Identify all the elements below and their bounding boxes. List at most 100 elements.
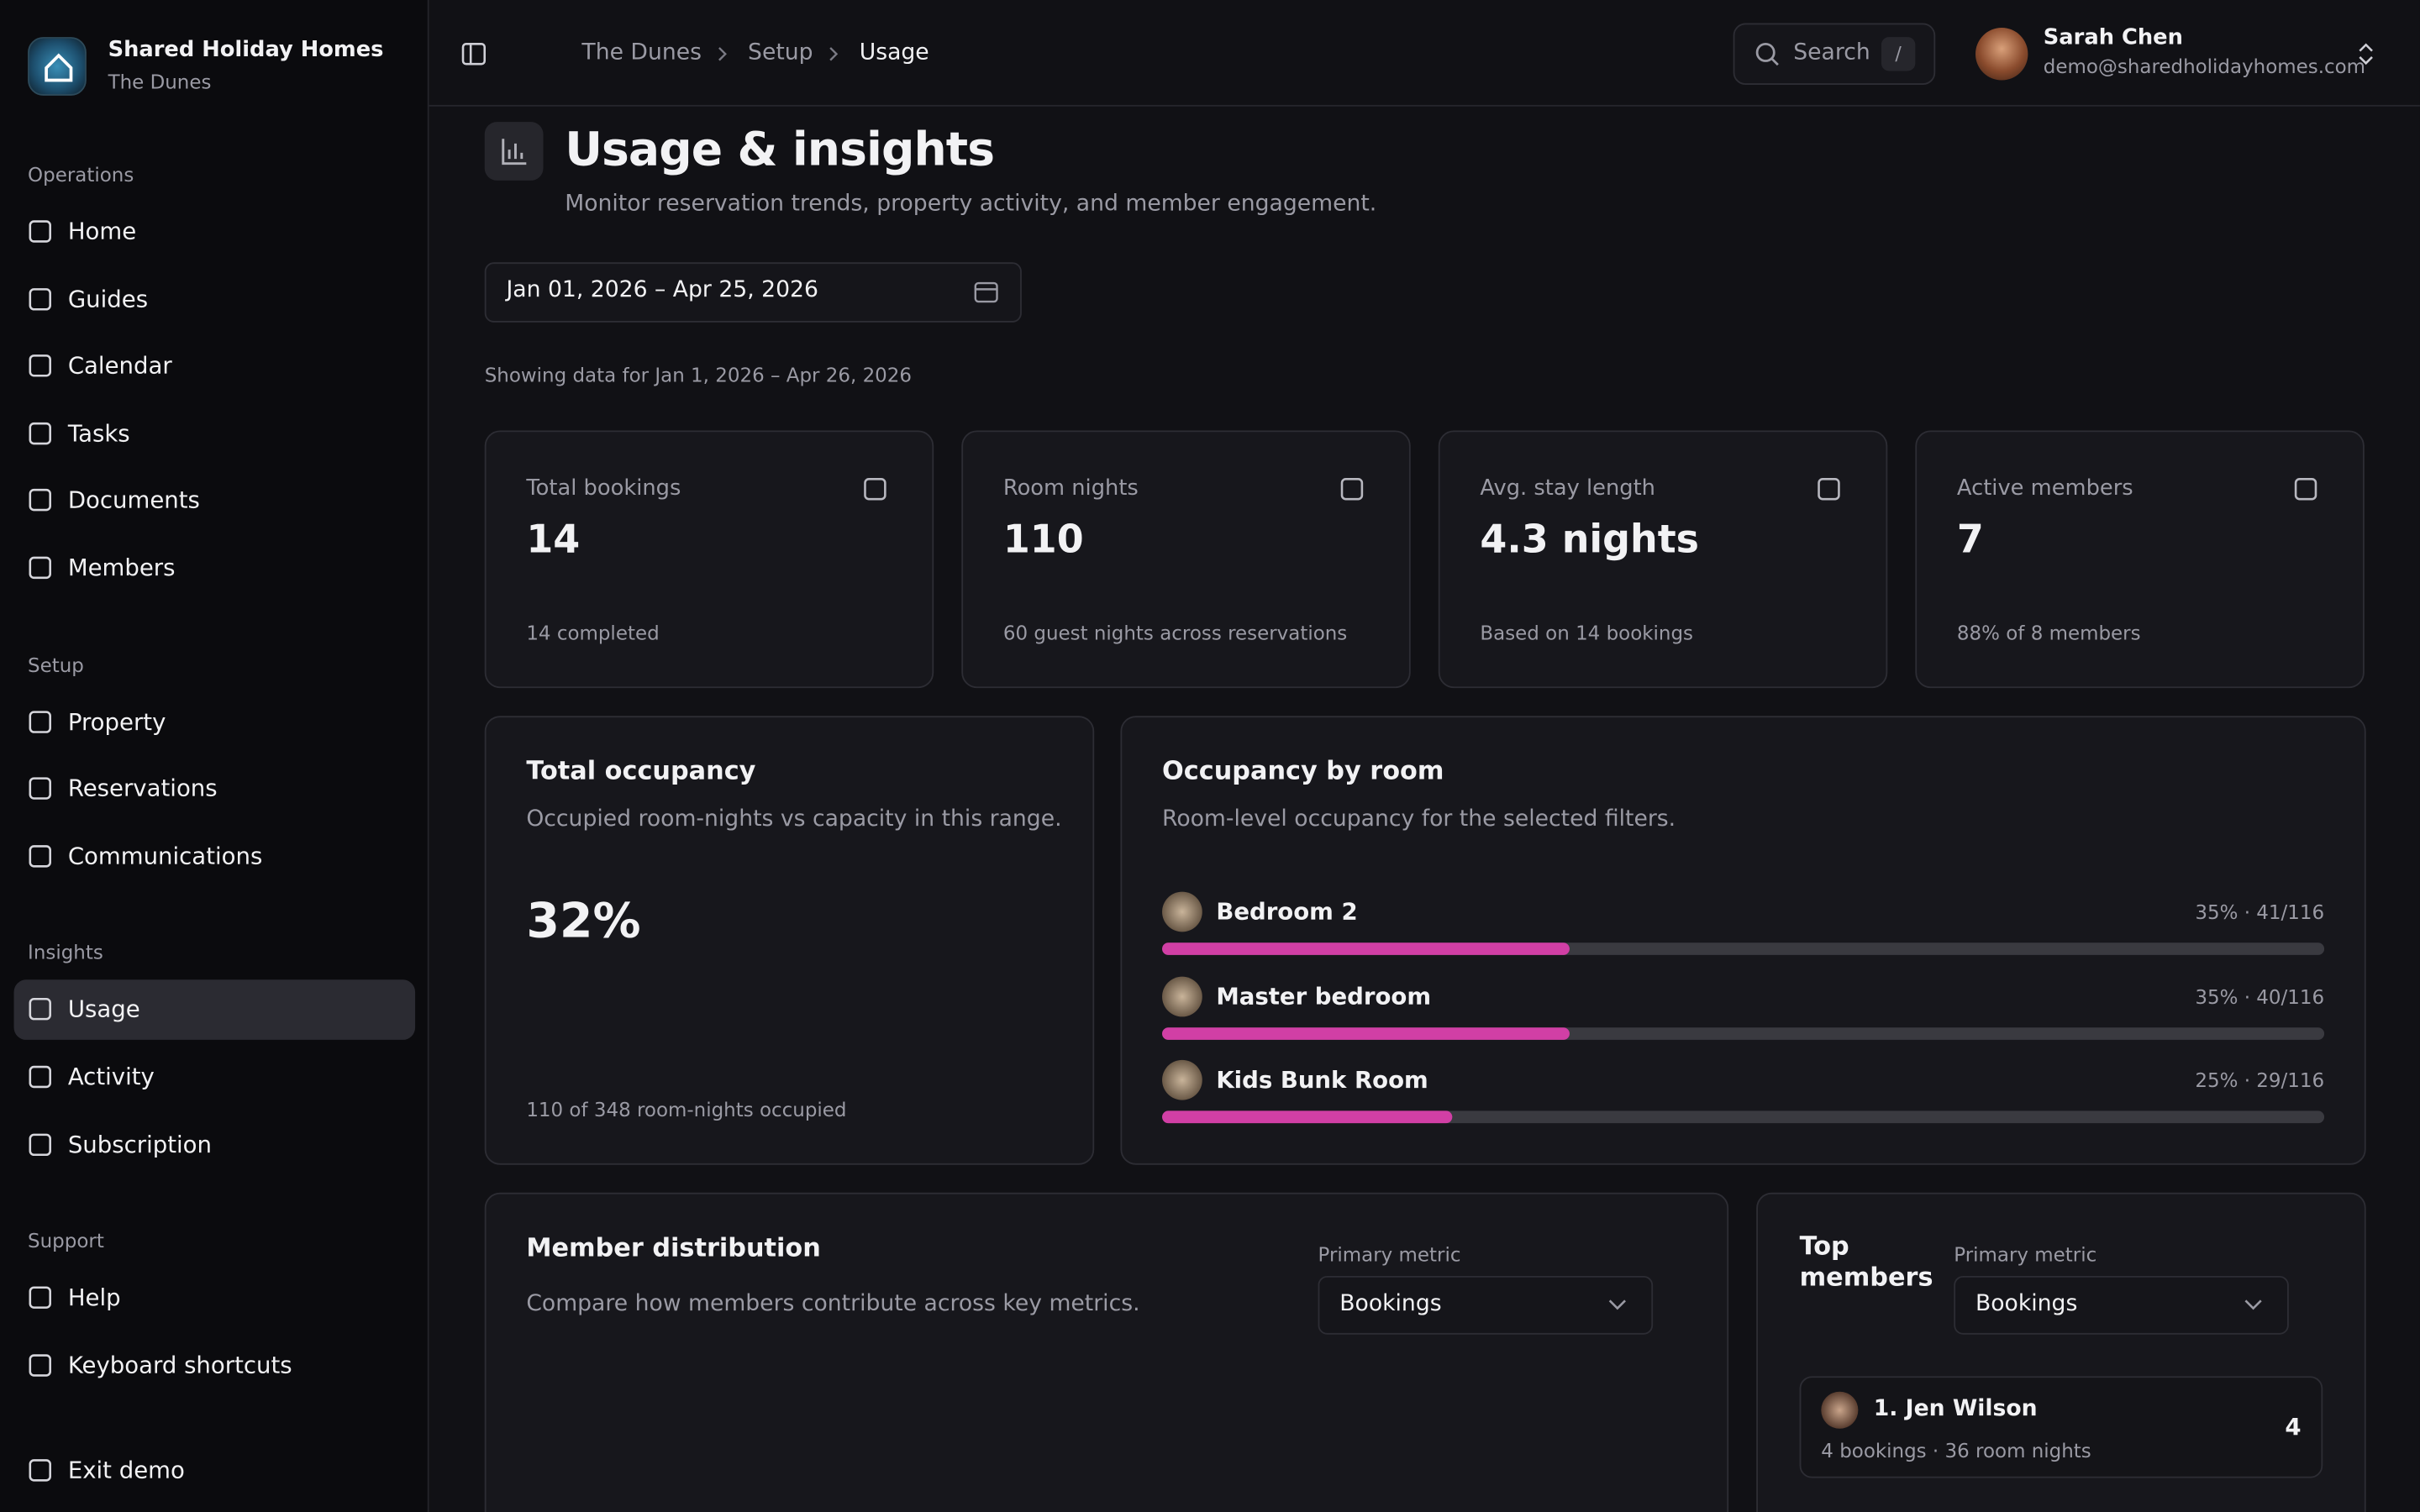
member-row[interactable] <box>1799 1376 2323 1478</box>
stat-label: Avg. stay length <box>1480 475 1655 501</box>
nav-icon <box>29 1353 51 1377</box>
room-name: Bedroom 2 <box>1216 897 1358 927</box>
user-menu-chevron[interactable] <box>2355 42 2377 66</box>
distribution-card <box>484 1192 1729 1512</box>
select-chevron <box>2244 1299 2262 1310</box>
select-value[interactable]: Bookings <box>1339 1291 1442 1317</box>
room-avatar <box>1162 975 1202 1016</box>
nav-active-bg <box>13 979 416 1040</box>
stat-value: 7 <box>1956 517 1984 562</box>
member-avatar <box>1821 1391 1859 1429</box>
shortcut-key <box>1881 37 1916 71</box>
search-icon <box>1755 42 1779 66</box>
room-avatar <box>1162 891 1202 932</box>
nav-item[interactable]: Calendar <box>67 352 172 381</box>
nav-icon <box>29 220 51 243</box>
nav-icon <box>29 489 51 512</box>
breadcrumb[interactable]: The Dunes <box>581 40 702 66</box>
stat-value: 4.3 nights <box>1480 517 1700 562</box>
card-subtitle: Occupied room-nights vs capacity in this… <box>526 807 1062 832</box>
nav-item[interactable]: Usage <box>67 995 140 1024</box>
card-title: Top members <box>1799 1231 1933 1292</box>
nav-item[interactable]: Members <box>67 554 176 582</box>
stat-card <box>484 430 934 689</box>
stat-icon <box>1340 478 1364 501</box>
nav-item[interactable]: Property <box>67 707 166 736</box>
calendar-icon <box>974 281 998 303</box>
breadcrumb[interactable]: Setup <box>748 40 813 66</box>
room-bar <box>1162 942 1570 955</box>
rooms-card <box>1120 716 2366 1165</box>
stat-label: Total bookings <box>526 475 681 501</box>
nav-item[interactable]: Tasks <box>67 419 130 448</box>
stat-value: 14 <box>526 517 581 562</box>
metric-select[interactable] <box>1318 1275 1654 1335</box>
nav-icon <box>29 556 51 580</box>
page-subtitle: Monitor reservation trends, property act… <box>565 192 1377 217</box>
nav-icon <box>29 1132 51 1156</box>
room-avatar <box>1162 1059 1202 1100</box>
exit-icon <box>29 1459 51 1482</box>
nav-section-title: Support <box>28 1229 104 1252</box>
nav-icon <box>29 1286 51 1310</box>
date-range-picker[interactable] <box>484 262 1022 323</box>
stat-card <box>1438 430 1888 689</box>
nav-item[interactable]: Home <box>67 217 137 246</box>
room-value-label: 35% · 41/116 <box>2195 900 2325 924</box>
card-title: Member distribution <box>526 1232 821 1263</box>
nav-icon <box>29 422 51 444</box>
logo-icon <box>45 53 73 82</box>
page-title: Usage & insights <box>565 123 995 178</box>
nav-item[interactable]: Activity <box>67 1063 155 1091</box>
showing-range: Showing data for Jan 1, 2026 – Apr 26, 2… <box>484 363 913 387</box>
breadcrumb-separator <box>829 47 838 61</box>
nav-item[interactable]: Subscription <box>67 1130 213 1158</box>
occupancy-value: 32% <box>526 894 641 950</box>
metric-select[interactable] <box>1954 1275 2289 1335</box>
stat-label: Room nights <box>1002 475 1139 501</box>
room-bar <box>1162 1110 1453 1124</box>
sidebar-toggle[interactable] <box>461 42 487 66</box>
member-count: 4 <box>2285 1413 2302 1441</box>
member-detail: 4 bookings · 36 room nights <box>1821 1438 2091 1462</box>
room-bar <box>1162 1026 1570 1040</box>
breadcrumb[interactable]: Usage <box>859 40 929 66</box>
user-name: Sarah Chen <box>2043 25 2183 50</box>
stat-note: 88% of 8 members <box>1956 621 2141 644</box>
nav-section-title: Insights <box>28 941 103 964</box>
select-value[interactable]: Bookings <box>1975 1291 2078 1317</box>
stat-value: 110 <box>1002 517 1084 562</box>
org-name: Shared Holiday Homes <box>108 38 384 63</box>
stat-label: Active members <box>1956 475 2133 501</box>
stat-note: 60 guest nights across reservations <box>1002 621 1348 644</box>
nav-item[interactable]: Guides <box>67 285 149 313</box>
card-title: Occupancy by room <box>1162 756 1444 786</box>
search-placeholder: Search <box>1793 40 1870 66</box>
room-name: Master bedroom <box>1216 982 1432 1011</box>
nav-section-title: Operations <box>28 162 134 186</box>
date-range[interactable]: Jan 01, 2026 – Apr 25, 2026 <box>506 278 818 303</box>
stat-note: 14 completed <box>526 621 660 644</box>
nav-item[interactable]: Reservations <box>67 774 218 803</box>
nav-section-title: Setup <box>28 653 84 676</box>
select-label: Primary metric <box>1954 1242 2097 1267</box>
nav-item[interactable]: Documents <box>67 486 200 515</box>
nav-item[interactable]: Communications <box>67 842 263 870</box>
stat-icon <box>1818 478 1840 501</box>
nav-item[interactable]: Help <box>67 1284 121 1312</box>
sidebar <box>0 0 429 1512</box>
nav-icon <box>29 354 51 377</box>
card-subtitle: Compare how members contribute across ke… <box>526 1291 1140 1317</box>
page-icon <box>484 122 544 181</box>
stat-note: Based on 14 bookings <box>1480 621 1694 644</box>
room-bar-track <box>1162 1110 2325 1124</box>
occupancy-note: 110 of 348 room-nights occupied <box>526 1097 847 1121</box>
nav-item[interactable]: Keyboard shortcuts <box>67 1351 292 1379</box>
user-avatar[interactable] <box>1975 28 2028 81</box>
exit-demo[interactable]: Exit demo <box>67 1456 185 1484</box>
search-shortcut: / <box>1895 43 1902 65</box>
nav-icon <box>29 287 51 310</box>
org-logo <box>28 37 87 96</box>
user-email: demo@sharedholidayhomes.com <box>2043 55 2366 78</box>
